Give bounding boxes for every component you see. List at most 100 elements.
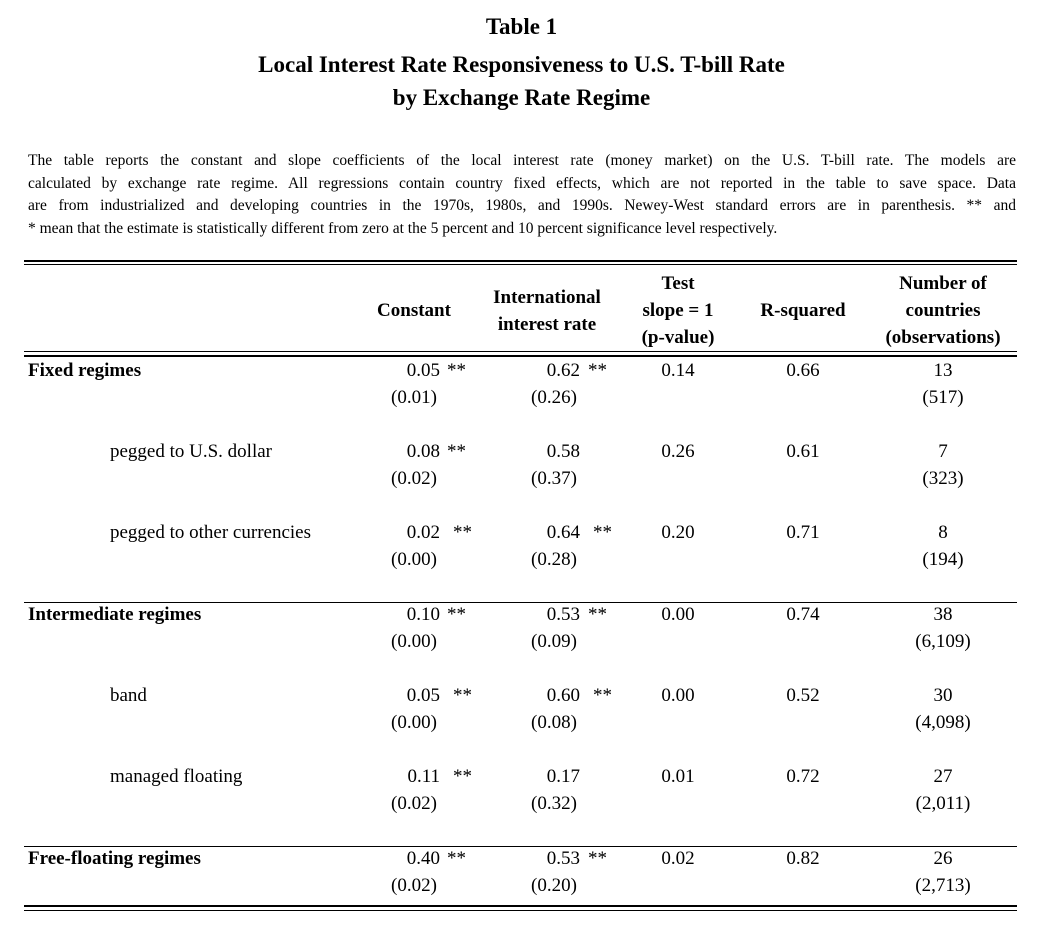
header-test-1: Test <box>661 273 695 294</box>
group-rule <box>24 602 1017 603</box>
constant-se: (0.02) <box>391 468 437 489</box>
table-note: The table reports the constant and slope… <box>28 150 1016 240</box>
intl-se: (0.20) <box>531 875 577 896</box>
note-line: * mean that the estimate is statisticall… <box>28 219 778 237</box>
row-label: Free-floating regimes <box>28 848 201 869</box>
country-count: 30 <box>933 685 953 706</box>
header-international-2: interest rate <box>497 314 597 335</box>
country-count: 8 <box>938 522 948 543</box>
test-pvalue: 0.26 <box>661 441 695 462</box>
table-subtitle: by Exchange Rate Regime <box>392 85 651 110</box>
intl-se: (0.09) <box>531 631 577 652</box>
row-label: band <box>110 685 147 706</box>
observation-count: (517) <box>922 387 964 408</box>
header-number-3: (observations) <box>885 327 1001 348</box>
constant-value: 0.40 <box>406 848 440 869</box>
constant-significance: ** <box>453 685 472 706</box>
observation-count: (2,713) <box>915 875 971 896</box>
top-rule <box>24 260 1017 262</box>
intl-significance: ** <box>588 604 607 625</box>
intl-se: (0.28) <box>531 549 577 570</box>
header-test-3: (p-value) <box>641 327 715 348</box>
test-pvalue: 0.01 <box>661 766 695 787</box>
constant-significance: ** <box>453 522 472 543</box>
rsquared-value: 0.74 <box>786 604 820 625</box>
constant-value: 0.02 <box>406 522 440 543</box>
test-pvalue: 0.00 <box>661 604 695 625</box>
row-label: managed floating <box>110 766 243 787</box>
constant-value: 0.08 <box>406 441 440 462</box>
constant-significance: ** <box>447 604 466 625</box>
intl-se: (0.37) <box>531 468 577 489</box>
note-line: The table reports the constant and slope… <box>28 152 1016 169</box>
note-line: calculated by exchange rate regime. All … <box>28 174 1016 192</box>
row-label: pegged to other currencies <box>110 522 311 543</box>
header-rule-inner <box>24 355 1017 357</box>
test-pvalue: 0.20 <box>661 522 695 543</box>
observation-count: (194) <box>922 549 964 570</box>
observation-count: (4,098) <box>915 712 971 733</box>
intl-se: (0.32) <box>531 793 577 814</box>
header-international-1: International <box>493 287 601 308</box>
rsquared-value: 0.61 <box>786 441 820 462</box>
intl-se: (0.26) <box>531 387 577 408</box>
table-title: Local Interest Rate Responsiveness to U.… <box>258 52 785 77</box>
constant-significance: ** <box>447 848 466 869</box>
header-constant: Constant <box>377 300 451 321</box>
group-rule <box>24 846 1017 847</box>
intl-value: 0.53 <box>546 848 580 869</box>
constant-significance: ** <box>447 360 466 381</box>
note-line: are from industrialized and developing c… <box>28 197 1016 214</box>
intl-significance: ** <box>588 848 607 869</box>
constant-se: (0.00) <box>391 631 437 652</box>
constant-se: (0.00) <box>391 549 437 570</box>
intl-value: 0.62 <box>546 360 580 381</box>
country-count: 38 <box>933 604 953 625</box>
constant-value: 0.05 <box>406 685 440 706</box>
intl-value: 0.17 <box>546 766 580 787</box>
observation-count: (323) <box>922 468 964 489</box>
intl-significance: ** <box>593 522 612 543</box>
country-count: 7 <box>938 441 948 462</box>
intl-value: 0.64 <box>546 522 580 543</box>
constant-value: 0.10 <box>406 604 440 625</box>
row-label: pegged to U.S. dollar <box>110 441 273 462</box>
observation-count: (2,011) <box>915 793 971 814</box>
rsquared-value: 0.72 <box>786 766 820 787</box>
constant-se: (0.02) <box>391 875 437 896</box>
intl-value: 0.60 <box>546 685 580 706</box>
constant-value: 0.11 <box>407 766 440 787</box>
rsquared-value: 0.66 <box>786 360 820 381</box>
bottom-rule-inner <box>24 910 1017 911</box>
constant-value: 0.05 <box>406 360 440 381</box>
constant-se: (0.00) <box>391 712 437 733</box>
header-number-2: countries <box>905 300 981 321</box>
rsquared-value: 0.82 <box>786 848 820 869</box>
observation-count: (6,109) <box>915 631 971 652</box>
row-label: Fixed regimes <box>28 360 142 381</box>
top-rule-inner <box>24 264 1017 265</box>
intl-significance: ** <box>588 360 607 381</box>
header-rsquared: R-squared <box>760 300 846 321</box>
test-pvalue: 0.00 <box>661 685 695 706</box>
row-label: Intermediate regimes <box>28 604 202 625</box>
constant-se: (0.02) <box>391 793 437 814</box>
intl-value: 0.53 <box>546 604 580 625</box>
constant-significance: ** <box>453 766 472 787</box>
country-count: 13 <box>933 360 953 381</box>
rsquared-value: 0.71 <box>786 522 820 543</box>
intl-se: (0.08) <box>531 712 577 733</box>
constant-se: (0.01) <box>391 387 437 408</box>
header-number-1: Number of <box>899 273 987 294</box>
intl-value: 0.58 <box>546 441 580 462</box>
header-rule <box>24 351 1017 352</box>
intl-significance: ** <box>593 685 612 706</box>
header-test-2: slope = 1 <box>642 300 714 321</box>
test-pvalue: 0.14 <box>661 360 695 381</box>
constant-significance: ** <box>447 441 466 462</box>
bottom-rule <box>24 905 1017 907</box>
rsquared-value: 0.52 <box>786 685 820 706</box>
table-number: Table 1 <box>485 14 558 39</box>
test-pvalue: 0.02 <box>661 848 695 869</box>
country-count: 26 <box>933 848 953 869</box>
